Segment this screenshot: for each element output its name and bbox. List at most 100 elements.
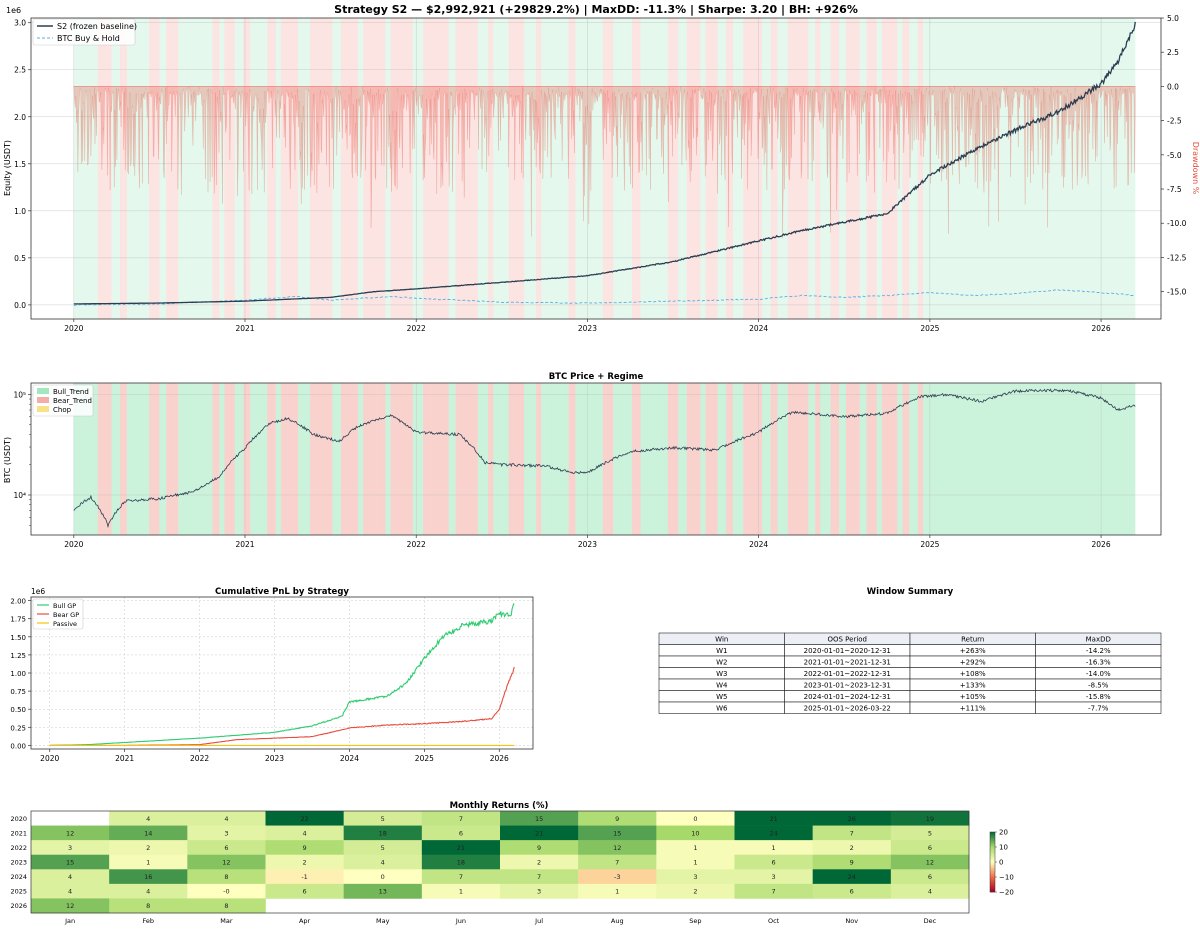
regime-band	[234, 383, 244, 535]
regime-band	[732, 18, 744, 319]
colorbar-segment	[990, 857, 995, 860]
regime-band	[250, 383, 254, 535]
equity-regime-bands	[73, 18, 1136, 319]
regime-band	[866, 383, 877, 535]
heatmap-cell-value: 13	[379, 888, 387, 896]
equity-drawdown-area	[73, 86, 1136, 239]
regime-band	[212, 18, 220, 319]
heatmap-cell	[890, 811, 970, 826]
regime-band	[815, 383, 821, 535]
regime-band	[315, 383, 333, 535]
regime-band	[762, 383, 771, 535]
regime-band	[770, 383, 778, 535]
regime-band	[705, 18, 718, 319]
regime-band	[661, 383, 668, 535]
heatmap-cell-value: 5	[928, 829, 932, 837]
heatmap-month-label: Nov	[845, 917, 858, 925]
regime-band	[902, 383, 910, 535]
heatmap-cell-value: 6	[772, 859, 776, 867]
regime-band	[358, 18, 364, 319]
regime-band	[347, 383, 359, 535]
x-tick-label: 2026	[1092, 324, 1111, 333]
regime-band	[717, 18, 727, 319]
heatmap-cell-value: 2	[303, 859, 307, 867]
regime-band	[363, 18, 377, 319]
regime-band	[376, 383, 386, 535]
heatmap-cell-value: 19	[926, 815, 934, 823]
heatmap-cell-value: 24	[769, 829, 777, 837]
heatmap-cell-value: 15	[66, 859, 74, 867]
heatmap-month-label: Jan	[64, 917, 75, 925]
heatmap-cell	[265, 854, 344, 870]
regime-band	[298, 383, 311, 535]
heatmap-cell-value: 15	[535, 815, 543, 823]
heatmap-cell-value: 4	[146, 888, 150, 896]
colorbar-segment	[990, 865, 995, 867]
regime-band	[743, 383, 749, 535]
regime-band	[166, 18, 179, 319]
heatmap-cell	[890, 840, 970, 856]
regime-band	[275, 383, 281, 535]
regime-band	[298, 18, 311, 319]
regime-band	[111, 18, 121, 319]
regime-band	[777, 383, 788, 535]
heatmap-cell-value: 18	[457, 859, 465, 867]
heatmap-cell	[656, 883, 735, 899]
heatmap-month-label: Apr	[299, 917, 311, 925]
regime-band	[280, 383, 292, 535]
heatmap-cell	[265, 869, 344, 885]
summary-title: Window Summary	[867, 587, 954, 597]
regime-band	[385, 383, 391, 535]
btc-legend-chop: Chop	[53, 406, 72, 414]
y-right-tick-label: 5.0	[1167, 14, 1179, 23]
heatmap-cell	[812, 854, 892, 870]
y-tick-label: 0.00	[10, 742, 26, 750]
heatmap-cell-value: 6	[928, 873, 932, 881]
regime-band	[332, 383, 341, 535]
heatmap-cell	[500, 869, 579, 885]
y-tick-label: 2.00	[10, 598, 26, 606]
regime-band	[584, 383, 590, 535]
heatmap-cell-value: 4	[68, 888, 72, 896]
colorbar-segment	[990, 838, 995, 840]
y-right-tick-label: -5.0	[1167, 151, 1182, 160]
regime-band	[183, 18, 192, 319]
regime-band	[253, 383, 268, 535]
regime-band	[661, 18, 668, 319]
heatmap-cell-value: 9	[303, 844, 307, 852]
regime-band	[732, 383, 744, 535]
heatmap-cell	[265, 840, 344, 856]
heatmap-cell	[421, 840, 501, 856]
colorbar-tick-label: 20	[999, 829, 1008, 837]
y-tick-label: 1.75	[10, 616, 26, 624]
y-right-tick-label: -10.0	[1167, 219, 1187, 228]
regime-band	[613, 383, 620, 535]
regime-band	[412, 383, 424, 535]
regime-band	[178, 18, 184, 319]
colorbar-segment	[990, 853, 995, 855]
heatmap-cell	[421, 869, 501, 885]
regime-band	[191, 18, 213, 319]
regime-band	[423, 18, 432, 319]
regime-band	[120, 383, 127, 535]
heatmap-cell	[578, 840, 657, 856]
heatmap-cell	[656, 825, 735, 841]
heatmap-cell	[421, 825, 501, 841]
table-cell-value: 2023-01-01~2023-12-31	[804, 682, 891, 690]
regime-band	[224, 18, 235, 319]
heatmap-cell	[656, 811, 735, 826]
heatmap-cell	[578, 854, 657, 870]
heatmap-cell-value: 9	[537, 844, 541, 852]
heatmap-cell-value: 18	[379, 829, 387, 837]
regime-band	[405, 18, 413, 319]
colorbar-segment	[990, 874, 995, 876]
equity-y-multiplier: 1e6	[6, 6, 21, 15]
regime-band	[132, 18, 150, 319]
heatmap-cell	[187, 869, 266, 885]
equity-axes-frame	[30, 17, 1162, 320]
heatmap-year-labels: 2020 2021 2022 2023 2024 2025 2026	[10, 815, 27, 910]
heatmap-cell	[578, 825, 657, 841]
heatmap-cell-value: 6	[224, 844, 228, 852]
heatmap-cell-value: 4	[224, 815, 228, 823]
regime-band	[839, 383, 846, 535]
